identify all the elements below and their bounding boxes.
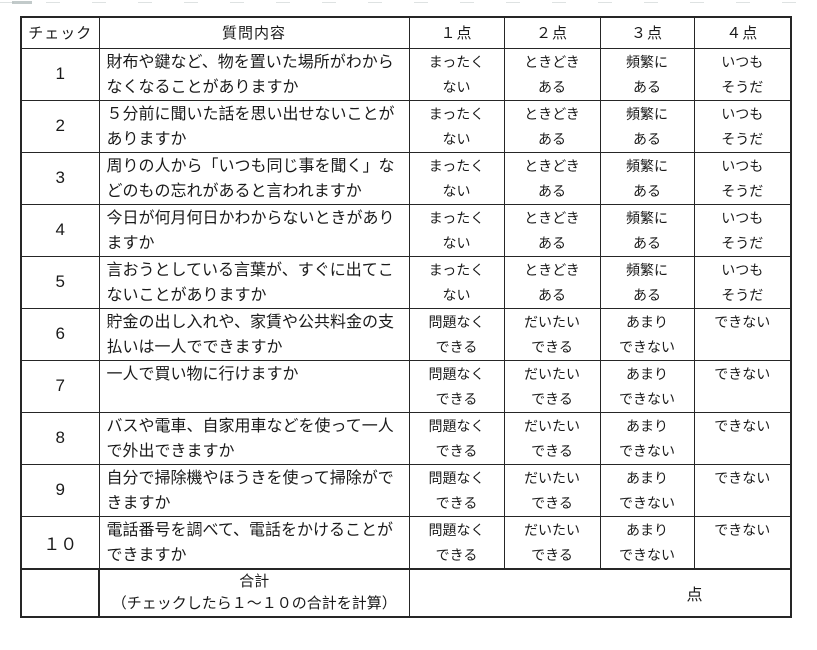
answer-2pt-cell: ときどき ある [503, 151, 601, 205]
answer-1pt-cell: 問題なく できる [408, 515, 505, 569]
question-cell: 一人で買い物に行けますか [98, 359, 410, 413]
answer-4pt-cell: できない [693, 515, 792, 569]
answer-2pt-cell: だいたい できる [503, 411, 601, 465]
scan-artifact-mark [12, 1, 32, 4]
row-number: 4 [20, 203, 100, 257]
row-number: 6 [20, 307, 100, 361]
answer-2pt-cell: だいたい できる [503, 463, 601, 517]
row-number: 7 [20, 359, 100, 413]
answer-3pt-cell: あまり できない [599, 307, 695, 361]
answer-1pt-cell: 問題なく できる [408, 359, 505, 413]
total-label-line2: （チェックしたら１～１０の合計を計算） [111, 594, 397, 612]
header-score-1: １点 [408, 16, 505, 49]
question-cell: 貯金の出し入れや、家賃や公共料金の支払いは一人でできますか [98, 307, 410, 361]
answer-1pt-cell: 問題なく できる [408, 463, 505, 517]
answer-4pt-cell: いつも そうだ [693, 255, 792, 309]
table-row: 4 今日が何月何日かわからないときがありますか まったく ない ときどき ある … [20, 203, 792, 257]
answer-4pt-cell: できない [693, 463, 792, 517]
answer-1pt-cell: まったく ない [408, 47, 505, 101]
header-score-3: ３点 [599, 16, 695, 49]
answer-3pt-cell: 頻繁に ある [599, 99, 695, 153]
header-check: チェック [20, 16, 100, 49]
total-row: 合計 （チェックしたら１～１０の合計を計算） 点 [21, 567, 792, 618]
question-cell: 今日が何月何日かわからないときがありますか [98, 203, 410, 257]
table-row: 9 自分で掃除機やほうきを使って掃除ができますか 問題なく できる だいたい で… [20, 463, 792, 517]
question-cell: ５分前に聞いた話を思い出せないことがありますか [98, 99, 410, 153]
header-question: 質問内容 [98, 16, 410, 49]
table-row: 1 財布や鍵など、物を置いた場所がわからなくなることがありますか まったく ない… [20, 47, 792, 101]
header-score-4: ４点 [693, 16, 792, 49]
total-points-cell: 点 [408, 567, 792, 617]
table-row: 3 周りの人から「いつも同じ事を聞く」などのもの忘れがあると言われますか まった… [20, 151, 792, 205]
answer-4pt-cell: いつも そうだ [693, 151, 792, 205]
header-score-2: ２点 [503, 16, 601, 49]
table-row: 2 ５分前に聞いた話を思い出せないことがありますか まったく ない ときどき あ… [20, 99, 792, 153]
question-cell: バスや電車、自家用車などを使って一人で外出できますか [98, 411, 410, 465]
answer-4pt-cell: できない [693, 307, 792, 361]
row-number: １０ [20, 515, 100, 569]
row-number: 2 [20, 99, 100, 153]
answer-2pt-cell: ときどき ある [503, 99, 601, 153]
answer-2pt-cell: ときどき ある [503, 255, 601, 309]
points-unit-label: 点 [686, 586, 703, 604]
answer-3pt-cell: あまり できない [599, 359, 695, 413]
row-number: 8 [20, 411, 100, 465]
answer-3pt-cell: あまり できない [599, 411, 695, 465]
answer-1pt-cell: まったく ない [408, 203, 505, 257]
answer-3pt-cell: 頻繁に ある [599, 255, 695, 309]
total-label-line1: 合計 [239, 572, 270, 590]
answer-3pt-cell: 頻繁に ある [599, 47, 695, 101]
question-cell: 自分で掃除機やほうきを使って掃除ができますか [98, 463, 410, 517]
answer-1pt-cell: まったく ない [408, 151, 505, 205]
scan-artifact-line [0, 2, 817, 3]
total-label-cell: 合計 （チェックしたら１～１０の合計を計算） [98, 567, 410, 618]
table-row: 7 一人で買い物に行けますか 問題なく できる だいたい できる あまり できな… [20, 359, 792, 413]
answer-2pt-cell: だいたい できる [503, 515, 601, 569]
table-row: 5 言おうとしている言葉が、すぐに出てこないことがありますか まったく ない と… [20, 255, 792, 309]
answer-2pt-cell: ときどき ある [503, 203, 601, 257]
answer-4pt-cell: いつも そうだ [693, 99, 792, 153]
table-row: 6 貯金の出し入れや、家賃や公共料金の支払いは一人でできますか 問題なく できる… [20, 307, 792, 361]
answer-3pt-cell: あまり できない [599, 463, 695, 517]
checklist-table: チェック 質問内容 １点 ２点 ３点 ４点 1 財布や鍵など、物を置いた場所がわ… [20, 16, 792, 618]
answer-3pt-cell: 頻繁に ある [599, 203, 695, 257]
table-row: 8 バスや電車、自家用車などを使って一人で外出できますか 問題なく できる だい… [20, 411, 792, 465]
row-number: 9 [20, 463, 100, 517]
answer-3pt-cell: 頻繁に ある [599, 151, 695, 205]
row-number: 3 [20, 151, 100, 205]
answer-4pt-cell: できない [693, 411, 792, 465]
question-cell: 財布や鍵など、物を置いた場所がわからなくなることがありますか [98, 47, 410, 101]
answer-1pt-cell: 問題なく できる [408, 411, 505, 465]
answer-4pt-cell: できない [693, 359, 792, 413]
row-number: 5 [20, 255, 100, 309]
answer-1pt-cell: まったく ない [408, 99, 505, 153]
answer-3pt-cell: あまり できない [599, 515, 695, 569]
answer-1pt-cell: 問題なく できる [408, 307, 505, 361]
answer-2pt-cell: だいたい できる [503, 307, 601, 361]
answer-4pt-cell: いつも そうだ [693, 47, 792, 101]
header-row: チェック 質問内容 １点 ２点 ３点 ４点 [20, 16, 792, 49]
answer-2pt-cell: だいたい できる [503, 359, 601, 413]
question-cell: 周りの人から「いつも同じ事を聞く」などのもの忘れがあると言われますか [98, 151, 410, 205]
question-cell: 言おうとしている言葉が、すぐに出てこないことがありますか [98, 255, 410, 309]
empty-corner-cell [21, 567, 99, 617]
question-cell: 電話番号を調べて、電話をかけることができますか [98, 515, 410, 569]
answer-4pt-cell: いつも そうだ [693, 203, 792, 257]
answer-1pt-cell: まったく ない [408, 255, 505, 309]
row-number: 1 [20, 47, 100, 101]
answer-2pt-cell: ときどき ある [503, 47, 601, 101]
table-row: １０ 電話番号を調べて、電話をかけることができますか 問題なく できる だいたい… [20, 515, 792, 569]
